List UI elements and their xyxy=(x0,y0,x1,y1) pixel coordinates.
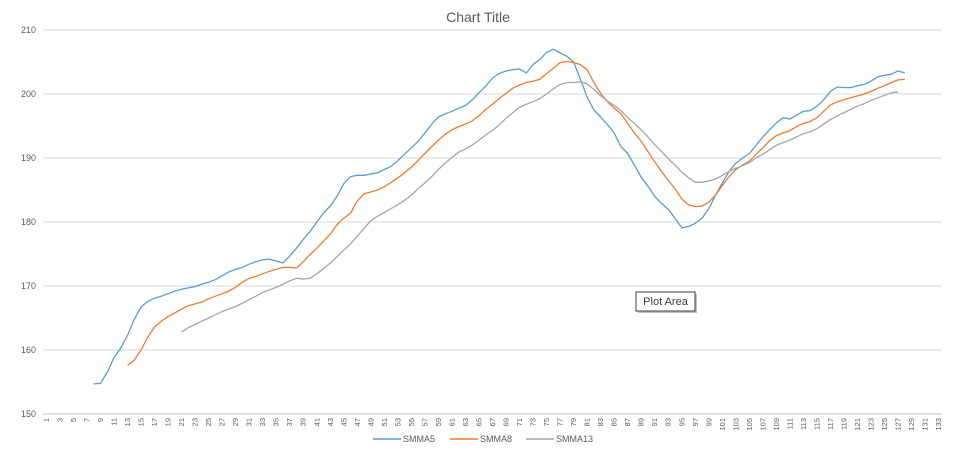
series-line-smma8 xyxy=(127,60,905,366)
x-tick-label: 41 xyxy=(312,418,321,426)
y-tick-label: 200 xyxy=(21,89,36,99)
x-tick-label: 37 xyxy=(285,418,294,426)
x-tick-label: 87 xyxy=(623,418,632,426)
x-tick-label: 75 xyxy=(542,418,551,426)
gridlines xyxy=(43,29,942,415)
x-tick-label: 31 xyxy=(245,418,254,426)
chart-title: Chart Title xyxy=(446,9,510,25)
x-tick-label: 111 xyxy=(785,418,794,429)
x-tick-label: 5 xyxy=(69,418,78,422)
x-tick-label: 49 xyxy=(366,418,375,426)
series-lines xyxy=(93,48,905,385)
x-tick-label: 131 xyxy=(921,418,930,431)
legend-label-smma5: SMMA5 xyxy=(403,434,435,444)
x-tick-label: 101 xyxy=(718,418,727,431)
x-tick-label: 53 xyxy=(393,418,402,426)
x-tick-label: 117 xyxy=(826,418,835,430)
x-tick-label: 123 xyxy=(867,418,876,431)
series-line-smma13 xyxy=(181,81,899,333)
x-tick-label: 109 xyxy=(772,418,781,431)
x-tick-label: 79 xyxy=(569,418,578,426)
x-tick-label: 51 xyxy=(380,418,389,426)
x-tick-label: 125 xyxy=(880,418,889,431)
x-tick-label: 129 xyxy=(907,418,916,431)
x-tick-label: 85 xyxy=(610,418,619,426)
x-tick-label: 29 xyxy=(231,418,240,426)
x-tick-label: 121 xyxy=(853,418,862,431)
y-tick-label: 170 xyxy=(21,281,36,291)
x-tick-label: 21 xyxy=(177,418,186,426)
x-tick-label: 27 xyxy=(218,418,227,426)
x-tick-label: 93 xyxy=(664,418,673,426)
legend-label-smma13: SMMA13 xyxy=(556,434,593,444)
legend: SMMA5 SMMA8 SMMA13 xyxy=(373,434,593,444)
x-tick-label: 43 xyxy=(326,418,335,426)
x-tick-label: 65 xyxy=(474,418,483,426)
x-axis-ticks: 1 3 5 7 9 11 13 15 17 19 21 23 25 27 29 31 33 35 37 39 41 43 4… xyxy=(42,418,943,431)
x-tick-label: 95 xyxy=(677,418,686,426)
series-line-smma5 xyxy=(93,48,905,385)
x-tick-label: 133 xyxy=(934,418,943,431)
x-tick-label: 63 xyxy=(461,418,470,426)
x-tick-label: 67 xyxy=(488,418,497,426)
x-tick-label: 23 xyxy=(191,418,200,426)
tooltip-label: Plot Area xyxy=(643,296,689,308)
x-tick-label: 11 xyxy=(109,418,118,426)
x-tick-label: 113 xyxy=(799,418,808,430)
x-tick-label: 61 xyxy=(447,418,456,426)
x-tick-label: 19 xyxy=(164,418,173,426)
x-tick-label: 73 xyxy=(529,418,538,426)
x-tick-label: 45 xyxy=(339,418,348,426)
x-tick-label: 9 xyxy=(96,418,105,422)
tooltip-box xyxy=(635,291,696,312)
y-tick-label: 160 xyxy=(21,345,36,355)
y-tick-label: 210 xyxy=(21,25,36,35)
legend-label-smma8: SMMA8 xyxy=(480,434,512,444)
y-axis-ticks: 150 160 170 180 190 200 210 xyxy=(21,25,36,419)
x-tick-label: 3 xyxy=(55,418,64,422)
x-tick-label: 59 xyxy=(434,418,443,426)
x-tick-label: 91 xyxy=(650,418,659,426)
x-tick-label: 119 xyxy=(839,418,848,430)
x-tick-label: 47 xyxy=(353,418,362,426)
x-tick-label: 97 xyxy=(691,418,700,426)
x-tick-label: 99 xyxy=(704,418,713,426)
x-tick-label: 103 xyxy=(731,418,740,431)
x-tick-label: 127 xyxy=(894,418,903,431)
x-tick-label: 1 xyxy=(42,418,51,422)
x-tick-label: 89 xyxy=(637,418,646,426)
x-tick-label: 81 xyxy=(583,418,592,426)
x-tick-label: 71 xyxy=(515,418,524,426)
x-tick-label: 7 xyxy=(82,418,91,422)
x-tick-label: 69 xyxy=(502,418,511,426)
x-tick-label: 39 xyxy=(299,418,308,426)
x-tick-label: 77 xyxy=(556,418,565,426)
x-tick-label: 25 xyxy=(204,418,213,426)
x-tick-label: 13 xyxy=(123,418,132,426)
x-tick-label: 107 xyxy=(758,418,767,431)
y-tick-label: 190 xyxy=(21,153,36,163)
x-tick-label: 35 xyxy=(272,418,281,426)
y-tick-label: 150 xyxy=(21,409,36,419)
x-tick-label: 33 xyxy=(258,418,267,426)
y-tick-label: 180 xyxy=(21,217,36,227)
x-tick-label: 15 xyxy=(137,418,146,426)
x-tick-label: 55 xyxy=(407,418,416,426)
x-tick-label: 83 xyxy=(596,418,605,426)
x-tick-label: 17 xyxy=(150,418,159,426)
x-tick-label: 105 xyxy=(745,418,754,431)
x-tick-label: 57 xyxy=(420,418,429,426)
x-tick-label: 115 xyxy=(812,418,821,430)
plot-area-tooltip: Plot Area xyxy=(635,291,697,313)
